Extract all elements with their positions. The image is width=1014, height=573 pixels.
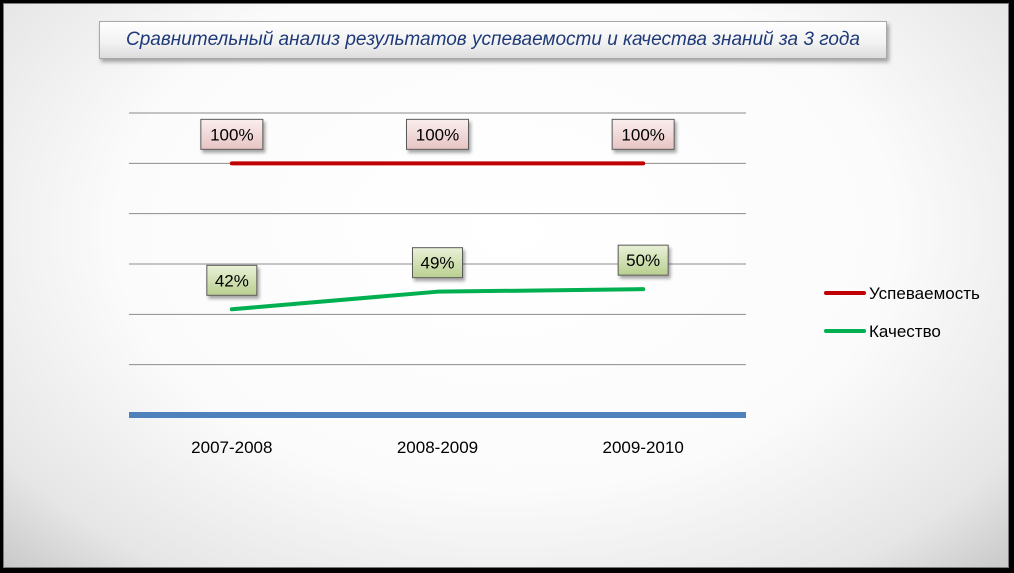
data-label-text: 100% bbox=[210, 125, 253, 144]
series-line-2 bbox=[229, 287, 646, 312]
data-label-box bbox=[206, 264, 258, 296]
data-label-text: 100% bbox=[416, 125, 459, 144]
x-tick-label: 2008-2009 bbox=[397, 438, 478, 457]
data-label-text: 100% bbox=[621, 125, 664, 144]
data-label-box bbox=[611, 118, 675, 150]
chart-title-box: Сравнительный анализ результатов успевае… bbox=[99, 21, 887, 59]
data-label-text: 50% bbox=[626, 251, 660, 270]
data-label-box bbox=[406, 118, 469, 150]
chart-frame: Сравнительный анализ результатов успевае… bbox=[3, 3, 1009, 568]
data-label-text: 49% bbox=[420, 254, 454, 273]
data-label: 42% bbox=[206, 264, 258, 296]
legend-label: Качество bbox=[869, 322, 941, 341]
data-label-box bbox=[200, 118, 264, 150]
line-chart: 100% 100% 100% 42% 49% 50% 2007-2008 2008-2009… bbox=[129, 112, 980, 457]
x-tick-label: 2009-2010 bbox=[603, 438, 684, 457]
data-label-box bbox=[617, 244, 669, 276]
data-label-box bbox=[412, 247, 463, 279]
data-label: 100% bbox=[200, 118, 264, 150]
data-label: 100% bbox=[406, 118, 469, 150]
data-label: 49% bbox=[412, 247, 463, 279]
data-label-text: 42% bbox=[215, 271, 249, 290]
data-label: 50% bbox=[617, 244, 669, 276]
chart-title: Сравнительный анализ результатов успевае… bbox=[126, 29, 860, 50]
x-tick-label: 2007-2008 bbox=[191, 438, 272, 457]
data-label: 100% bbox=[611, 118, 675, 150]
legend-label: Успеваемость bbox=[869, 284, 980, 303]
